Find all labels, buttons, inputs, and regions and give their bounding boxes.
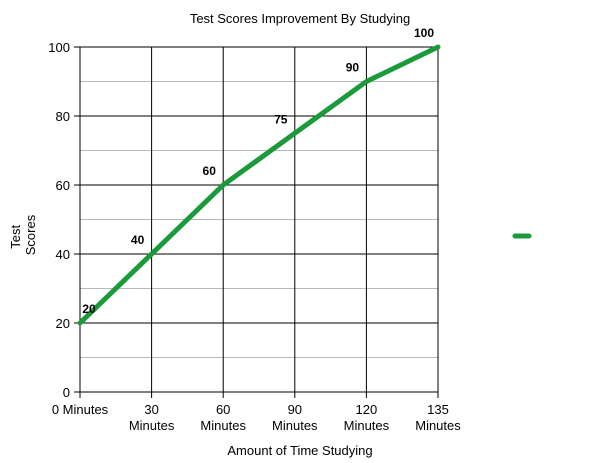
- y-tick-label: 0: [63, 385, 70, 400]
- series-line: [77, 44, 441, 326]
- x-tick-label: 135 Minutes: [415, 402, 461, 433]
- y-tick-label: 20: [56, 316, 70, 331]
- y-axis-label: Test Scores: [8, 214, 38, 255]
- x-axis-ticks: 0 Minutes 30 Minutes 60 Minutes 90 Minutes 120 M…: [52, 402, 461, 433]
- chart-title: Test Scores Improvement By Studying: [190, 11, 410, 26]
- data-label: 40: [131, 233, 145, 247]
- x-tick-label: 0 Minutes: [52, 402, 109, 417]
- data-label: 100: [414, 26, 434, 40]
- x-tick-label: 120 Minutes: [344, 402, 390, 433]
- series-lines: [77, 44, 441, 326]
- grid: [74, 46, 439, 398]
- y-tick-label: 80: [56, 109, 70, 124]
- x-tick-label: 60 Minutes: [200, 402, 246, 433]
- x-axis-label: Amount of Time Studying: [227, 443, 372, 458]
- data-label: 90: [346, 61, 360, 75]
- data-labels: 20 40 60 75 90 100: [82, 26, 434, 316]
- data-label: 20: [82, 302, 96, 316]
- y-tick-label: 100: [48, 40, 70, 55]
- x-tick-label: 30 Minutes: [129, 402, 175, 433]
- data-label: 75: [274, 112, 288, 126]
- y-tick-label: 60: [56, 178, 70, 193]
- y-tick-label: 40: [56, 247, 70, 262]
- y-axis-ticks: 0 20 40 60 80 100: [48, 40, 70, 400]
- data-label: 60: [203, 164, 217, 178]
- x-tick-label: 90 Minutes: [272, 402, 318, 433]
